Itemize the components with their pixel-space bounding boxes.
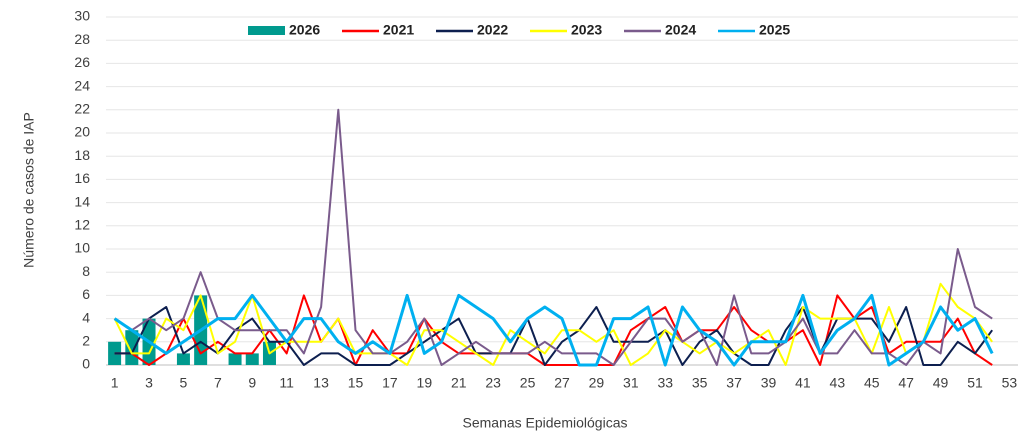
legend-label: 2024 bbox=[665, 22, 696, 38]
y-tick-label: 20 bbox=[74, 124, 90, 140]
x-tick-label: 23 bbox=[485, 375, 501, 391]
y-tick-label: 6 bbox=[82, 286, 90, 302]
line-series bbox=[113, 293, 994, 367]
legend-label: 2021 bbox=[383, 22, 414, 38]
legend-label: 2023 bbox=[571, 22, 602, 38]
y-tick-label: 22 bbox=[74, 101, 90, 117]
x-tick-label: 43 bbox=[830, 375, 846, 391]
x-tick-label: 37 bbox=[726, 375, 742, 391]
bar bbox=[125, 330, 139, 365]
y-tick-label: 2 bbox=[82, 333, 90, 349]
x-tick-label: 11 bbox=[279, 375, 294, 391]
line-series bbox=[114, 294, 993, 366]
y-axis-title: Número de casos de IAP bbox=[21, 112, 37, 268]
x-tick-label: 41 bbox=[795, 375, 811, 391]
x-tick-label: 5 bbox=[180, 375, 188, 391]
x-tick-label: 51 bbox=[967, 375, 983, 391]
y-tick-label: 18 bbox=[74, 147, 90, 163]
x-tick-label: 7 bbox=[214, 375, 222, 391]
x-tick-label: 21 bbox=[451, 375, 467, 391]
bar bbox=[176, 353, 190, 365]
x-tick-label: 9 bbox=[248, 375, 256, 391]
y-tick-label: 10 bbox=[74, 240, 90, 256]
x-tick-label: 49 bbox=[933, 375, 949, 391]
y-tick-label: 26 bbox=[74, 54, 90, 70]
x-tick-label: 19 bbox=[417, 375, 433, 391]
y-tick-label: 12 bbox=[74, 217, 90, 233]
y-tick-label: 24 bbox=[74, 77, 90, 93]
x-tick-label: 15 bbox=[348, 375, 364, 391]
x-tick-label: 39 bbox=[761, 375, 777, 391]
x-tick-label: 13 bbox=[313, 375, 329, 391]
x-tick-label: 47 bbox=[898, 375, 914, 391]
x-tick-label: 17 bbox=[382, 375, 398, 391]
x-axis-title: Semanas Epidemiológicas bbox=[463, 415, 628, 431]
x-tick-label: 45 bbox=[864, 375, 880, 391]
y-tick-label: 16 bbox=[74, 170, 90, 186]
x-tick-label: 29 bbox=[589, 375, 605, 391]
legend-label: 2025 bbox=[759, 22, 790, 38]
legend-label: 2026 bbox=[289, 22, 320, 38]
y-tick-label: 14 bbox=[74, 193, 90, 209]
x-tick-label: 53 bbox=[1002, 375, 1018, 391]
bar bbox=[245, 353, 259, 365]
x-tick-label: 33 bbox=[657, 375, 673, 391]
y-tick-label: 28 bbox=[74, 31, 90, 47]
y-tick-label: 4 bbox=[82, 309, 90, 325]
bar bbox=[228, 353, 242, 365]
y-tick-label: 8 bbox=[82, 263, 90, 279]
y-tick-label: 30 bbox=[74, 8, 90, 24]
x-tick-label: 1 bbox=[111, 375, 119, 391]
line-series bbox=[113, 282, 993, 366]
line-series bbox=[114, 108, 993, 366]
y-tick-label: 0 bbox=[82, 356, 90, 372]
x-tick-label: 31 bbox=[623, 375, 639, 391]
x-tick-label: 35 bbox=[692, 375, 708, 391]
x-tick-label: 25 bbox=[520, 375, 536, 391]
legend-swatch bbox=[248, 26, 285, 35]
x-tick-label: 3 bbox=[145, 375, 153, 391]
legend-label: 2022 bbox=[477, 22, 508, 38]
x-tick-label: 27 bbox=[554, 375, 570, 391]
legend: 2026 2021 2022 2023 2024 2025 bbox=[248, 22, 790, 38]
